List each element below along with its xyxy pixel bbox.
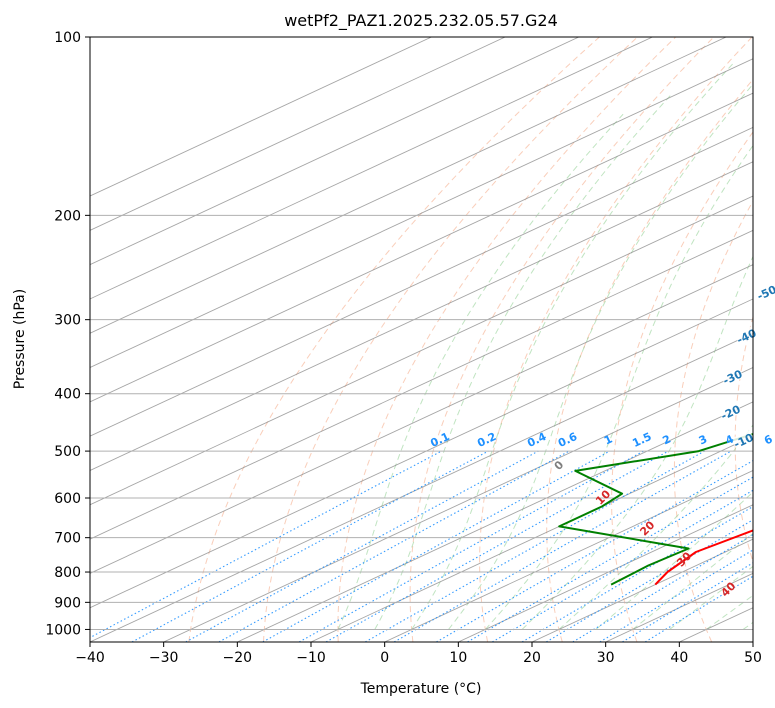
moist-adiabat-line <box>411 61 736 630</box>
moist-adiabat-line <box>374 94 672 630</box>
dry-adiabat-line <box>409 37 715 642</box>
isotherm-label: -50 <box>755 283 775 303</box>
mixing-ratio-line <box>492 489 753 642</box>
isotherm-line <box>531 538 753 642</box>
mixing-ratio-line <box>218 450 570 642</box>
y-tick-label: 600 <box>54 491 81 507</box>
isotherm-line <box>384 469 753 642</box>
x-axis-label: Temperature (°C) <box>360 681 482 697</box>
isotherm-label-backdrop <box>720 366 744 386</box>
isotherm-line <box>752 641 753 642</box>
y-axis-label: Pressure (hPa) <box>12 289 28 389</box>
x-axis-ticks: −40 −30 −20 −10 0 10 20 30 40 50 <box>75 642 762 666</box>
isotherm-line <box>90 264 753 574</box>
isotherm-line <box>90 37 653 300</box>
mixing-ratio-label: 6 <box>762 432 775 447</box>
y-tick-label: 900 <box>54 595 81 611</box>
moist-adiabat-line <box>448 83 753 630</box>
y-tick-label: 100 <box>54 30 81 46</box>
mixing-ratio-line <box>599 549 753 642</box>
isotherm-line <box>90 37 432 197</box>
isotherm-line <box>90 298 753 609</box>
dry-adiabat-line <box>673 200 753 642</box>
isotherm-label-backdrop <box>754 281 775 302</box>
dry-adiabat-line <box>188 37 600 642</box>
chart-title: wetPf2_PAZ1.2025.232.05.57.G24 <box>284 11 558 31</box>
mixing-ratio-line <box>298 450 644 642</box>
moist-adiabat-line <box>558 424 753 630</box>
moist-adiabat-line <box>595 491 753 630</box>
mixing-ratio-line <box>131 450 489 642</box>
x-tick-label: 30 <box>597 650 615 666</box>
mixing-ratio-line <box>185 450 539 642</box>
moist-adiabat-line <box>337 113 624 630</box>
isotherm-line <box>237 401 753 642</box>
x-tick-label: 0 <box>380 650 389 666</box>
dry-adiabat-line <box>611 131 753 642</box>
isotherm-line <box>90 229 753 540</box>
x-tick-label: 40 <box>670 650 688 666</box>
isotherm-line <box>90 195 753 506</box>
y-tick-label: 500 <box>54 444 81 460</box>
dry-adiabat-line <box>337 37 677 642</box>
isotherm-line <box>90 37 579 266</box>
y-tick-label: 1000 <box>45 622 81 638</box>
dry-adiabat-line <box>263 37 638 642</box>
profile-lines <box>558 432 753 586</box>
isotherm-line <box>90 37 506 231</box>
y-tick-label: 800 <box>54 565 81 581</box>
isotherm-line <box>90 58 753 369</box>
mixing-ratio-line <box>365 450 705 642</box>
isotherm-line <box>310 435 753 642</box>
mixing-ratio-line <box>262 450 610 642</box>
x-tick-label: −20 <box>223 650 253 666</box>
dewpoint-profile-line <box>558 432 753 586</box>
dry-adiabat-line <box>479 37 753 642</box>
moist-adiabat-line <box>521 255 753 630</box>
mixing-ratio-line <box>644 575 753 642</box>
dry-adiabat-line <box>546 78 753 642</box>
y-tick-label: 400 <box>54 387 81 403</box>
plot-frame <box>89 36 754 643</box>
y-tick-label: 300 <box>54 313 81 329</box>
x-tick-label: −40 <box>75 650 105 666</box>
isotherm-line <box>458 504 753 642</box>
x-tick-label: 20 <box>523 650 541 666</box>
moist-adiabat-line <box>484 144 753 630</box>
mixing-ratio-line <box>622 562 753 642</box>
y-tick-label: 700 <box>54 531 81 547</box>
y-tick-label: 200 <box>54 208 81 224</box>
isotherm-line <box>163 367 753 642</box>
mixing-ratio-line <box>436 460 753 642</box>
isotherm-line <box>90 37 727 334</box>
x-tick-label: 10 <box>449 650 467 666</box>
mixing-ratio-line <box>572 534 753 642</box>
isotherm-label-backdrop <box>734 325 758 346</box>
y-axis-ticks: 100 200 300 400 500 600 700 800 900 1000 <box>45 30 90 638</box>
isotherm-line <box>90 161 753 471</box>
isotherm-line <box>90 126 753 437</box>
pressure-gridlines <box>90 37 753 630</box>
x-tick-label: −30 <box>149 650 179 666</box>
x-tick-label: 50 <box>744 650 762 666</box>
isotherm-label-backdrop <box>731 430 755 450</box>
isotherm-label-backdrop <box>718 401 742 422</box>
isotherm-line <box>90 92 753 403</box>
x-tick-label: −10 <box>296 650 326 666</box>
